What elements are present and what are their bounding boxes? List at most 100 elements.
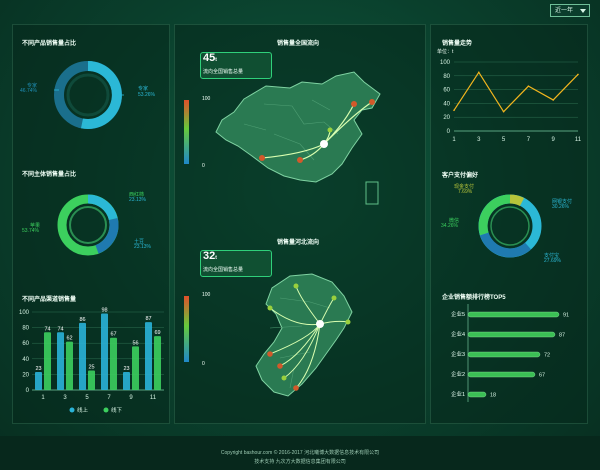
y-tick-label: 60	[22, 341, 29, 347]
hebei-scale-bar	[184, 296, 189, 362]
rank-value-label: 91	[563, 313, 569, 319]
bar-online	[123, 372, 130, 390]
trend-point	[502, 110, 505, 113]
footer: Copyright bashour.com © 2016-2017 河北曦博大数…	[0, 436, 600, 470]
trend-title: 销售量走势	[442, 41, 473, 47]
chevron-down-icon	[580, 9, 586, 13]
bar-offline	[154, 336, 161, 390]
hebei-count: 32t	[203, 250, 217, 262]
donut-segment-potato	[95, 217, 119, 254]
product-share-donut	[54, 61, 124, 129]
bar-online	[35, 372, 42, 390]
rank-category-label: 企业4	[451, 330, 465, 338]
rank-category-label: 企业5	[451, 310, 465, 318]
national-flow-map	[215, 71, 381, 205]
payment-label-b: 网银支付	[552, 199, 573, 205]
product-share-title: 不同产品销售量占比	[22, 41, 77, 47]
rank-value-label: 87	[559, 333, 565, 339]
donut-segment-wechat	[478, 194, 511, 236]
y-tick-label: 100	[440, 60, 451, 66]
national-flow-title: 销售量全国流向	[277, 41, 320, 47]
sales-trend-line-chart: 0 20 40 60 80 100 1 3 5 7 9 11	[440, 60, 582, 143]
donut-segment-cash	[509, 194, 525, 207]
donut-segment-tomato	[87, 194, 118, 221]
bar-value-label: 56	[132, 340, 138, 346]
payment-label-c: 微信	[449, 218, 460, 224]
bar-value-label: 23	[123, 366, 129, 372]
bar-value-label: 69	[154, 330, 160, 336]
bar-offline	[44, 332, 51, 390]
rank-bar	[467, 371, 536, 378]
bar-online	[79, 322, 86, 390]
product-share-label-a: 专家	[138, 86, 149, 92]
hebei-scale-max: 100	[202, 292, 211, 298]
payment-label-a: 现金支付	[454, 184, 475, 190]
china-map-shape	[215, 71, 381, 183]
bar-value-label: 62	[66, 336, 72, 342]
y-tick-label: 40	[443, 101, 450, 107]
hebei-origin-marker	[316, 320, 324, 328]
subject-share-title: 不同主体销售量占比	[22, 172, 77, 178]
hebei-flow-map	[255, 273, 353, 397]
x-tick-label: 7	[107, 395, 111, 401]
trend-point	[552, 99, 554, 101]
legend-label: 线下	[111, 406, 123, 414]
hebei-count-box	[200, 250, 272, 277]
national-count: 45t	[203, 52, 217, 64]
legend-swatch	[103, 407, 109, 413]
national-scale-min: 0	[202, 163, 205, 169]
subject-share-value-c: 23.13%	[134, 244, 151, 250]
donut-segment-alipay	[480, 232, 531, 258]
national-count-unit: t	[215, 57, 217, 63]
rank-value-label: 67	[539, 373, 545, 379]
subject-share-value-a: 23.13%	[129, 197, 146, 203]
subject-share-donut	[57, 194, 119, 256]
bar-value-label: 25	[88, 365, 94, 371]
bar-offline	[110, 337, 117, 390]
hebei-count-subtitle: 流向全国销售总量	[203, 267, 244, 273]
y-tick-label: 0	[26, 388, 30, 394]
subject-share-label-c: 土豆	[134, 239, 145, 245]
rank-bar	[467, 391, 487, 398]
bar-online	[145, 322, 152, 390]
x-tick-label: 5	[502, 137, 506, 143]
x-tick-label: 11	[575, 137, 582, 143]
x-tick-label: 1	[41, 395, 45, 401]
bar-offline	[66, 341, 73, 390]
trend-series-line	[453, 71, 579, 113]
payment-value-a: 7.69%	[458, 189, 473, 195]
bar-offline	[132, 346, 139, 390]
time-range-value: 近一年	[555, 8, 574, 14]
rank-category-label: 企业3	[451, 350, 465, 358]
y-tick-label: 20	[443, 115, 450, 121]
national-count-box	[200, 52, 272, 79]
y-tick-label: 40	[22, 357, 29, 363]
channel-sales-title: 不同产品渠道销售量	[22, 297, 77, 303]
rank-bar	[467, 331, 556, 338]
bar-value-label: 86	[79, 317, 85, 323]
subject-share-value-b: 53.74%	[22, 228, 39, 234]
rank-bar	[467, 311, 560, 318]
trend-unit: 单位：t	[437, 49, 454, 55]
flow-origin-marker	[320, 140, 328, 148]
subject-share-label-b: 苹果	[30, 223, 41, 229]
trend-point	[577, 73, 579, 76]
subject-share-label-a: 西红柿	[129, 192, 145, 198]
time-range-select[interactable]: 近一年	[550, 4, 590, 17]
ranking-bar-chart: 企业5 91 企业4 87 企业3 72 企业2 67 企业1 18	[451, 304, 569, 402]
donut-inner-ring	[66, 73, 110, 117]
y-tick-label: 0	[447, 129, 451, 135]
bar-offline	[88, 370, 95, 390]
bar-value-label: 74	[57, 326, 63, 332]
trend-point	[453, 109, 455, 112]
ranking-title: 企业销售额排行榜TOP5	[442, 295, 506, 301]
national-scale-bar	[184, 100, 189, 164]
payment-pref-donut	[478, 194, 542, 258]
y-tick-label: 60	[443, 88, 450, 94]
national-count-subtitle: 流向全国销售总量	[203, 69, 244, 75]
top-bar: 近一年	[0, 0, 600, 22]
product-share-value-a: 53.26%	[138, 92, 155, 98]
rank-category-label: 企业2	[451, 370, 465, 378]
x-tick-label: 3	[477, 137, 481, 143]
rank-value-label: 72	[544, 353, 550, 359]
